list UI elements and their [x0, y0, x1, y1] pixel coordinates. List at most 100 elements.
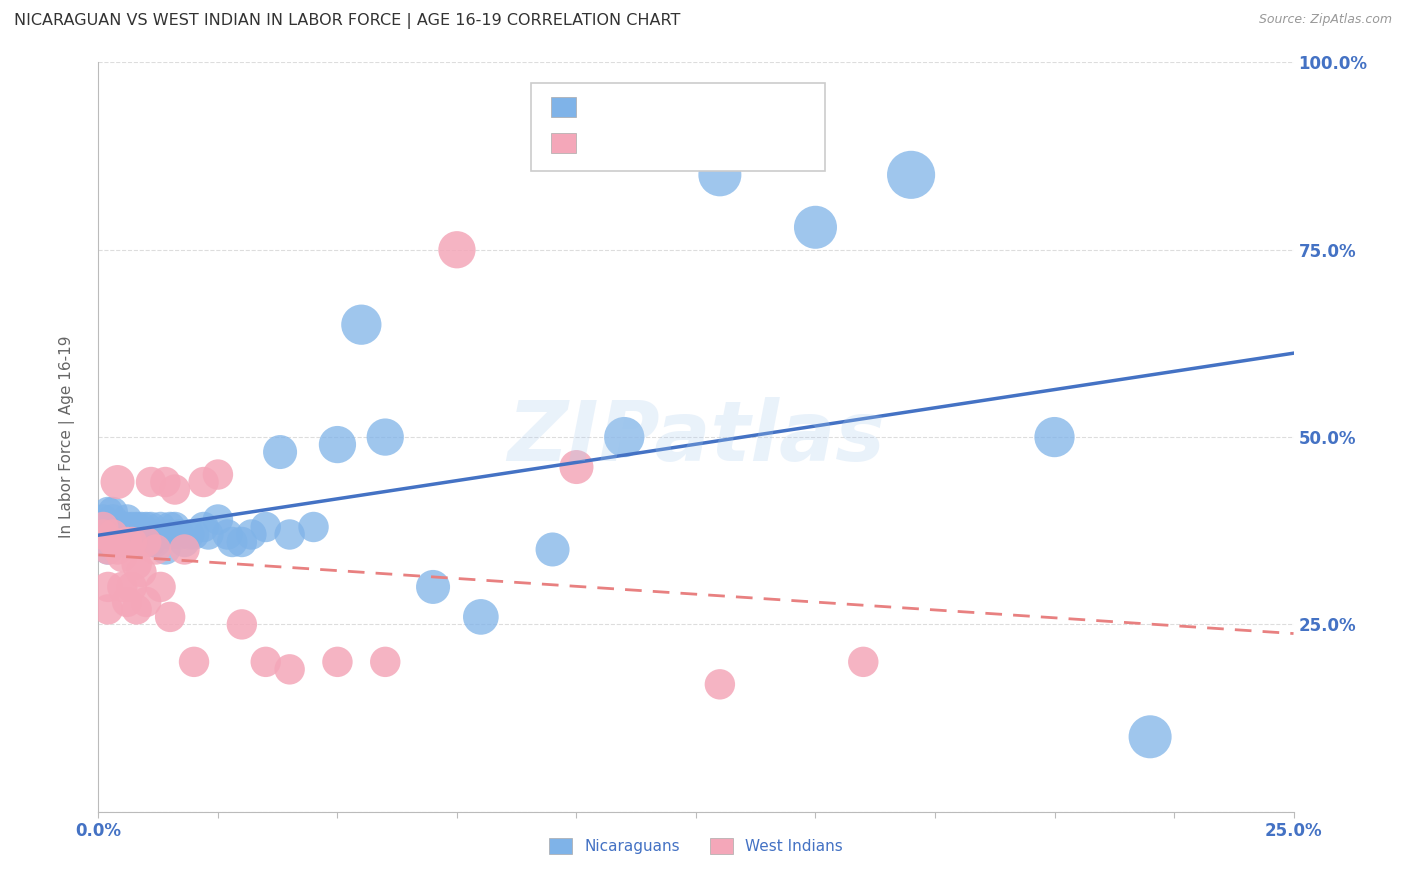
- Point: [91, 527, 114, 541]
- Point: [240, 527, 263, 541]
- Point: [163, 483, 186, 497]
- Point: [231, 535, 253, 549]
- Point: [350, 318, 373, 332]
- Legend: Nicaraguans, West Indians: Nicaraguans, West Indians: [543, 832, 849, 860]
- Point: [111, 580, 134, 594]
- Point: [804, 220, 827, 235]
- Text: N = 39: N = 39: [696, 136, 756, 150]
- Point: [173, 535, 195, 549]
- Point: [278, 527, 301, 541]
- Point: [135, 520, 157, 534]
- Point: [125, 535, 148, 549]
- Point: [139, 520, 162, 534]
- FancyBboxPatch shape: [551, 97, 576, 117]
- Point: [115, 595, 138, 609]
- Point: [97, 520, 120, 534]
- Point: [121, 527, 143, 541]
- Point: [169, 527, 191, 541]
- Point: [852, 655, 875, 669]
- Point: [121, 520, 143, 534]
- Text: R = 0.287: R = 0.287: [591, 136, 678, 150]
- Point: [254, 520, 277, 534]
- Point: [115, 535, 138, 549]
- Point: [101, 527, 124, 541]
- Point: [121, 535, 143, 549]
- Point: [159, 610, 181, 624]
- Point: [131, 565, 153, 579]
- Point: [183, 655, 205, 669]
- Point: [326, 655, 349, 669]
- Point: [159, 520, 181, 534]
- Point: [97, 505, 120, 519]
- Point: [107, 475, 129, 489]
- Point: [125, 520, 148, 534]
- Text: N = 64: N = 64: [696, 100, 756, 114]
- Point: [107, 542, 129, 557]
- Point: [278, 662, 301, 676]
- FancyBboxPatch shape: [551, 133, 576, 153]
- Point: [97, 602, 120, 616]
- Point: [231, 617, 253, 632]
- Point: [900, 168, 922, 182]
- Point: [131, 520, 153, 534]
- Point: [1043, 430, 1066, 444]
- Text: NICARAGUAN VS WEST INDIAN IN LABOR FORCE | AGE 16-19 CORRELATION CHART: NICARAGUAN VS WEST INDIAN IN LABOR FORCE…: [14, 13, 681, 29]
- Point: [131, 535, 153, 549]
- Point: [101, 520, 124, 534]
- Point: [470, 610, 492, 624]
- Point: [139, 475, 162, 489]
- Point: [149, 580, 172, 594]
- Point: [97, 542, 120, 557]
- Point: [115, 535, 138, 549]
- Point: [101, 527, 124, 541]
- Point: [374, 430, 396, 444]
- Point: [135, 595, 157, 609]
- Point: [197, 527, 219, 541]
- Point: [709, 168, 731, 182]
- Point: [97, 580, 120, 594]
- Point: [565, 460, 588, 475]
- Point: [155, 475, 177, 489]
- Point: [254, 655, 277, 669]
- Point: [173, 542, 195, 557]
- Y-axis label: In Labor Force | Age 16-19: In Labor Force | Age 16-19: [59, 335, 75, 539]
- Point: [221, 535, 243, 549]
- Point: [111, 535, 134, 549]
- Point: [145, 527, 167, 541]
- Point: [193, 475, 215, 489]
- Point: [107, 520, 129, 534]
- Point: [135, 535, 157, 549]
- Point: [326, 437, 349, 451]
- Point: [139, 535, 162, 549]
- Point: [91, 520, 114, 534]
- Point: [541, 542, 564, 557]
- Point: [101, 535, 124, 549]
- Point: [207, 467, 229, 482]
- Point: [115, 512, 138, 526]
- Text: R = 0.222: R = 0.222: [591, 100, 678, 114]
- Point: [302, 520, 325, 534]
- Point: [111, 549, 134, 564]
- Point: [183, 527, 205, 541]
- Point: [91, 527, 114, 541]
- Point: [135, 527, 157, 541]
- Point: [97, 535, 120, 549]
- Point: [101, 512, 124, 526]
- Point: [422, 580, 444, 594]
- Point: [163, 520, 186, 534]
- Point: [155, 542, 177, 557]
- Point: [121, 580, 143, 594]
- Point: [709, 677, 731, 691]
- Text: Source: ZipAtlas.com: Source: ZipAtlas.com: [1258, 13, 1392, 27]
- Point: [115, 520, 138, 534]
- Point: [97, 542, 120, 557]
- Point: [269, 445, 291, 459]
- Point: [125, 558, 148, 572]
- Point: [125, 527, 148, 541]
- Text: ZIPatlas: ZIPatlas: [508, 397, 884, 477]
- Point: [111, 527, 134, 541]
- Point: [374, 655, 396, 669]
- Point: [193, 520, 215, 534]
- Point: [91, 512, 114, 526]
- Point: [145, 542, 167, 557]
